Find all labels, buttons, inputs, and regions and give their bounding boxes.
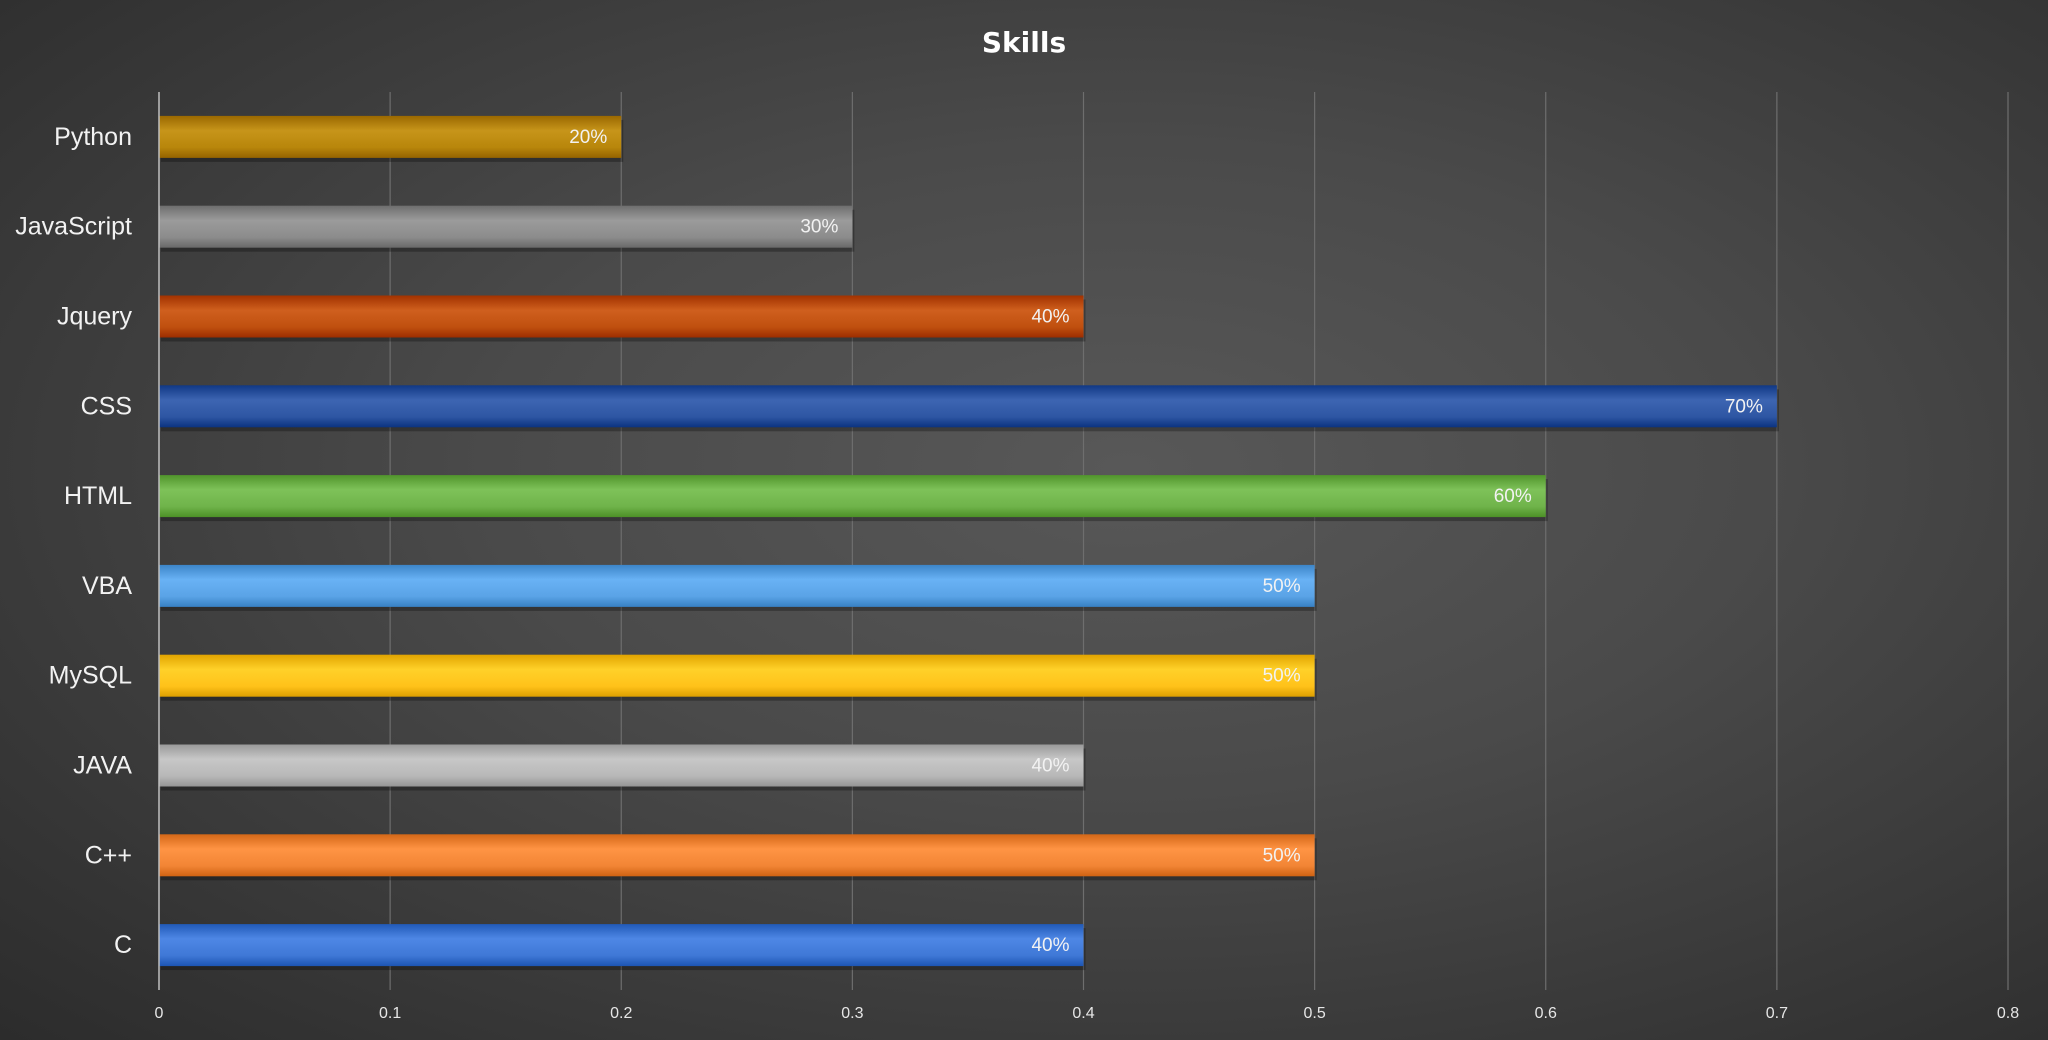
category-label: VBA — [82, 572, 132, 600]
bar-c — [159, 834, 1315, 877]
category-label: Python — [54, 123, 132, 151]
bar-data-label: 50% — [1263, 845, 1301, 866]
category-label: JAVA — [73, 752, 132, 780]
bar-css — [159, 385, 1777, 428]
x-tick-label: 0.6 — [1535, 1005, 1557, 1022]
category-labels-group: Python JavaScript Jquery CSS HTML VBA MySQL JAV… — [15, 123, 132, 959]
x-tick-label: 0 — [155, 1005, 164, 1022]
x-tick-label: 0.4 — [1072, 1005, 1094, 1022]
category-label: HTML — [64, 482, 132, 510]
category-label: CSS — [81, 392, 132, 420]
category-label: C++ — [85, 841, 132, 869]
bar-python — [159, 115, 622, 158]
bars-group — [159, 115, 1779, 971]
x-tick-label: 0.3 — [841, 1005, 863, 1022]
bar-data-label: 50% — [1263, 576, 1301, 597]
category-label: MySQL — [49, 662, 132, 690]
bar-jquery — [159, 295, 1084, 338]
bar-data-label: 50% — [1263, 666, 1301, 687]
category-label: C — [114, 931, 132, 959]
x-tick-label: 0.7 — [1766, 1005, 1788, 1022]
bar-data-label: 40% — [1031, 935, 1069, 956]
bar-html — [159, 475, 1546, 518]
category-label: Jquery — [57, 303, 133, 331]
bar-java — [159, 744, 1084, 787]
bar-data-label: 40% — [1031, 756, 1069, 777]
x-tick-label: 0.5 — [1304, 1005, 1326, 1022]
category-label: JavaScript — [15, 213, 132, 241]
bar-data-label: 30% — [800, 217, 838, 238]
chart-title: Skills — [982, 26, 1066, 59]
bar-data-label: 70% — [1725, 396, 1763, 417]
bar-data-label: 40% — [1031, 307, 1069, 328]
bar-data-label: 60% — [1494, 486, 1532, 507]
bar-vba — [159, 564, 1315, 607]
x-tick-label: 0.2 — [610, 1005, 632, 1022]
x-tick-label: 0.8 — [1997, 1005, 2019, 1022]
x-tick-labels-group: 0 0.1 0.2 0.3 0.4 0.5 0.6 0.7 0.8 — [155, 1005, 2020, 1022]
bar-data-label: 20% — [569, 127, 607, 148]
bar-c — [159, 924, 1084, 967]
bar-javascript — [159, 205, 853, 248]
x-tick-label: 0.1 — [379, 1005, 401, 1022]
bar-mysql — [159, 654, 1315, 697]
bar-labels-group: 20% 30% 40% 70% 60% 50% 50% 40% 50% 40% — [569, 127, 1763, 956]
